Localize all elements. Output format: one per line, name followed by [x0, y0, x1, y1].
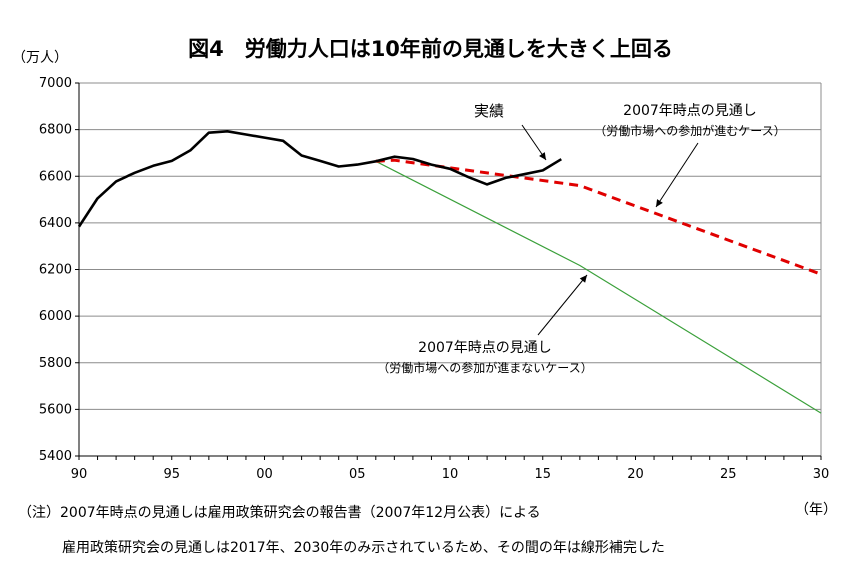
chart-title: 図4 労働力人口は10年前の見通しを大きく上回る: [188, 37, 673, 61]
x-tick-label: 10: [442, 467, 459, 482]
x-tick-label: 95: [163, 467, 180, 482]
annotation-actual: 実績: [474, 102, 505, 120]
x-tick-label: 90: [71, 467, 88, 482]
series-line-1: [375, 158, 822, 276]
x-tick-label: 00: [256, 467, 273, 482]
y-tick-label: 5400: [39, 449, 72, 464]
grid-lines: [79, 82, 822, 456]
y-tick-label: 6600: [39, 169, 72, 184]
x-tick-label: 30: [813, 467, 830, 482]
annotation-arrows: [521, 124, 699, 336]
x-axis-unit-label: （年）: [795, 502, 837, 518]
y-tick-label: 5800: [39, 356, 72, 371]
series-line-0: [77, 130, 562, 228]
annotation-advancing-title: 2007年時点の見通し: [623, 103, 757, 119]
x-tick-label: 05: [349, 467, 366, 482]
y-tick-label: 5600: [39, 402, 72, 417]
footnote-source: （注）2007年時点の見通しは雇用政策研究会の報告書（2007年12月公表）によ…: [18, 505, 541, 521]
series-layer: [77, 130, 822, 414]
x-tick-label: 25: [720, 467, 737, 482]
x-tick-label: 20: [627, 467, 644, 482]
y-tick-label: 6400: [39, 216, 72, 231]
annotation-stalled-case: 2007年時点の見通し （労働市場への参加が進まないケース）: [350, 337, 620, 376]
y-tick-label: 7000: [39, 76, 72, 91]
arrow-advancing: [655, 142, 699, 208]
y-tick-label: 6200: [39, 263, 72, 278]
annotation-stalled-subtitle: （労働市場への参加が進まないケース）: [377, 361, 593, 375]
annotation-advancing-case: 2007年時点の見通し （労働市場への参加が進むケース）: [560, 100, 820, 139]
x-tick-label: 15: [534, 467, 551, 482]
annotation-stalled-title: 2007年時点の見通し: [418, 340, 552, 356]
y-axis-unit-label: （万人）: [12, 50, 68, 66]
arrow-stalled: [537, 274, 588, 336]
y-axis: 5400 5600 5800 6000 6200 6400 6600 6800 7000: [39, 76, 80, 464]
y-tick-label: 6000: [39, 309, 72, 324]
footnote-method: 雇用政策研究会の見通しは2017年、2030年のみ示されているため、その間の年は…: [62, 540, 665, 556]
arrow-advancing-head: [656, 199, 663, 207]
annotation-advancing-subtitle: （労働市場への参加が進むケース）: [594, 124, 786, 138]
x-axis: 90 95 00 05 10 15 20 25 30: [71, 455, 830, 482]
y-tick-label: 6800: [39, 123, 72, 138]
arrow-actual-head: [539, 152, 546, 160]
series-line-2: [375, 160, 822, 414]
arrow-stalled-head: [579, 275, 587, 283]
